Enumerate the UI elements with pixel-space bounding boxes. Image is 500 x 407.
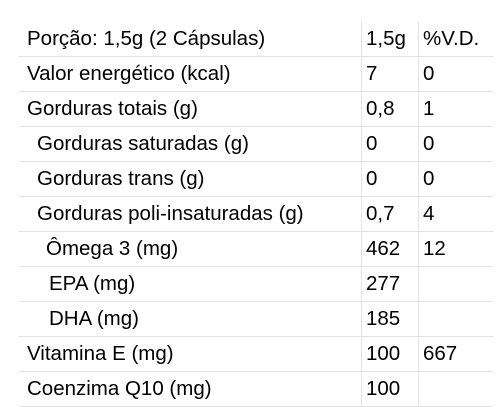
- table-row: Gorduras saturadas (g) 0 0: [19, 126, 493, 162]
- nutrient-daily-value: [418, 266, 493, 302]
- nutrient-daily-value: 0: [418, 161, 493, 197]
- nutrient-daily-value: 0: [418, 56, 493, 92]
- nutrient-amount: 0,7: [361, 196, 419, 232]
- daily-value-header: %V.D.: [418, 22, 493, 57]
- nutrition-table: Porção: 1,5g (2 Cápsulas) 1,5g %V.D. Val…: [19, 22, 493, 407]
- table-row: Valor energético (kcal) 7 0: [19, 56, 493, 92]
- table-row: Vitamina E (mg) 100 667: [19, 336, 493, 372]
- nutrient-amount: 0: [361, 161, 419, 197]
- nutrient-amount: 0: [361, 126, 419, 162]
- table-row: DHA (mg) 185: [19, 301, 493, 337]
- nutrient-label: EPA (mg): [19, 266, 362, 302]
- nutrient-daily-value: [418, 301, 493, 337]
- nutrient-amount: 277: [361, 266, 419, 302]
- nutrient-daily-value: 667: [418, 336, 493, 372]
- nutrient-amount: 185: [361, 301, 419, 337]
- nutrient-amount: 462: [361, 231, 419, 267]
- table-row: Gorduras totais (g) 0,8 1: [19, 91, 493, 127]
- nutrient-daily-value: 1: [418, 91, 493, 127]
- nutrient-label: Gorduras trans (g): [19, 161, 362, 197]
- nutrient-label: Ômega 3 (mg): [19, 231, 362, 267]
- nutrient-label: Vitamina E (mg): [19, 336, 362, 372]
- nutrient-label: Gorduras saturadas (g): [19, 126, 362, 162]
- table-row: Gorduras trans (g) 0 0: [19, 161, 493, 197]
- table-header-row: Porção: 1,5g (2 Cápsulas) 1,5g %V.D.: [19, 22, 493, 57]
- nutrient-amount: 100: [361, 336, 419, 372]
- nutrient-label: Gorduras totais (g): [19, 91, 362, 127]
- nutrient-amount: 7: [361, 56, 419, 92]
- nutrient-label: Coenzima Q10 (mg): [19, 371, 362, 407]
- nutrient-daily-value: 4: [418, 196, 493, 232]
- table-row: Gorduras poli-insaturadas (g) 0,7 4: [19, 196, 493, 232]
- nutrient-label: Gorduras poli-insaturadas (g): [19, 196, 362, 232]
- nutrient-amount: 100: [361, 371, 419, 407]
- serving-size-label: Porção: 1,5g (2 Cápsulas): [19, 22, 362, 57]
- nutrient-label: Valor energético (kcal): [19, 56, 362, 92]
- nutrient-daily-value: 12: [418, 231, 493, 267]
- nutrient-label: DHA (mg): [19, 301, 362, 337]
- serving-amount-header: 1,5g: [361, 22, 419, 57]
- nutrient-amount: 0,8: [361, 91, 419, 127]
- table-row: Ômega 3 (mg) 462 12: [19, 231, 493, 267]
- nutrient-daily-value: [418, 371, 493, 407]
- nutrient-daily-value: 0: [418, 126, 493, 162]
- table-row: Coenzima Q10 (mg) 100: [19, 371, 493, 407]
- table-row: EPA (mg) 277: [19, 266, 493, 302]
